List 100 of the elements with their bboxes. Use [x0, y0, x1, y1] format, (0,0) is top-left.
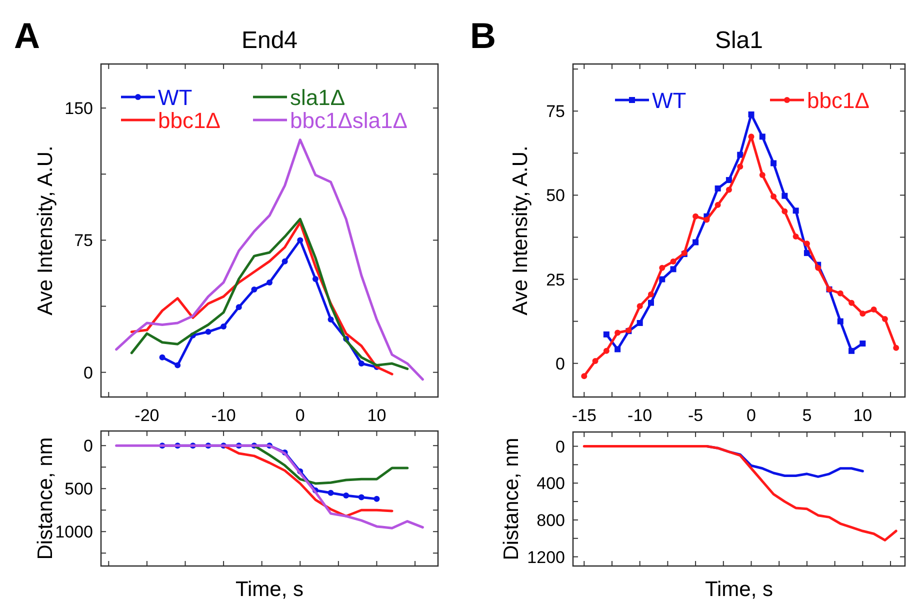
line-series	[115, 138, 424, 381]
legend-label: sla1Δ	[290, 85, 346, 110]
text: A	[14, 15, 40, 56]
point	[748, 111, 754, 118]
point	[266, 279, 272, 286]
x-tick-label: -10	[211, 406, 236, 425]
point	[636, 303, 643, 310]
point	[251, 286, 258, 293]
point	[882, 316, 888, 322]
y-axis-title: Ave Intensity, A.U.	[34, 146, 57, 316]
point	[804, 250, 810, 256]
point	[726, 186, 732, 193]
point	[236, 304, 242, 310]
point	[770, 194, 777, 200]
legend-label: WT	[652, 88, 686, 113]
x-tick-label: 10	[853, 406, 872, 425]
point	[648, 300, 654, 306]
chart-title: End4	[241, 27, 298, 54]
x-tick-label: -5	[688, 406, 704, 425]
y-tick-label: 25	[546, 270, 565, 290]
point	[343, 492, 350, 498]
y-tick-label: 1000	[55, 522, 93, 542]
x-axis-title: Time, s	[704, 578, 774, 601]
point	[328, 490, 334, 496]
point	[770, 160, 777, 166]
point	[714, 202, 721, 208]
point	[159, 354, 166, 360]
point	[648, 291, 654, 298]
point	[792, 208, 799, 214]
y-tick-label: 1200	[527, 548, 565, 567]
y-tick-label: 75	[546, 102, 565, 122]
x-tick-label: 0	[295, 406, 305, 425]
legend-label: bbc1Δ	[807, 88, 870, 113]
y-tick-label: 800	[536, 510, 565, 530]
legend-label: bbc1Δ	[158, 108, 221, 133]
x-axis-title: Time, s	[235, 578, 304, 601]
point	[603, 331, 610, 338]
point	[848, 348, 855, 354]
point	[704, 216, 710, 223]
point	[282, 258, 288, 264]
text: B	[470, 15, 496, 56]
x-tick-label: 0	[746, 406, 756, 425]
point	[670, 258, 676, 264]
y-axis-title: Ave Intensity, A.U.	[509, 146, 532, 316]
point	[614, 346, 621, 352]
point	[659, 276, 666, 282]
point	[358, 360, 364, 367]
y-tick-label: 75	[74, 231, 93, 250]
point	[737, 152, 744, 158]
x-tick-label: -20	[134, 406, 160, 425]
legend-label: bbc1Δsla1Δ	[290, 108, 408, 133]
point	[670, 266, 676, 272]
y-tick-label: 150	[64, 99, 93, 118]
line-series	[582, 445, 898, 542]
point	[581, 373, 588, 380]
legend-label: WT	[158, 85, 192, 110]
point	[659, 264, 666, 271]
point	[837, 290, 844, 296]
point	[804, 240, 810, 247]
point	[614, 330, 621, 336]
point	[358, 494, 364, 500]
point	[893, 344, 900, 351]
point	[726, 177, 732, 184]
point	[815, 264, 822, 271]
y-tick-label: 0	[84, 363, 93, 382]
line-series	[115, 444, 424, 530]
point	[692, 213, 699, 220]
y-tick-label: 50	[546, 186, 565, 206]
point	[759, 134, 766, 140]
point	[848, 300, 855, 306]
point	[205, 328, 212, 335]
point	[837, 318, 844, 324]
point	[782, 208, 788, 214]
y-tick-label: 0	[556, 437, 565, 456]
x-tick-label: -10	[628, 406, 652, 425]
point	[297, 237, 304, 244]
point	[714, 185, 721, 192]
point	[737, 164, 744, 170]
y-axis-title: Distance, nm	[34, 437, 57, 560]
x-tick-label: 5	[802, 406, 812, 425]
line-series	[222, 444, 394, 518]
point	[860, 340, 866, 347]
point	[636, 320, 643, 326]
point	[792, 234, 799, 240]
line-series	[252, 444, 409, 485]
point	[603, 348, 610, 354]
point	[860, 310, 866, 317]
y-tick-label: 500	[64, 480, 93, 499]
point	[374, 496, 380, 502]
point	[174, 362, 181, 368]
y-axis-title: Distance, nm	[500, 438, 523, 560]
x-tick-label: 10	[367, 406, 386, 425]
point	[692, 239, 699, 246]
x-tick-label: -15	[572, 406, 596, 425]
point	[759, 172, 766, 178]
y-tick-label: 0	[556, 354, 565, 374]
y-tick-label: 0	[84, 436, 93, 456]
chart-title: Sla1	[714, 27, 764, 54]
point	[312, 276, 318, 282]
point	[220, 324, 227, 330]
